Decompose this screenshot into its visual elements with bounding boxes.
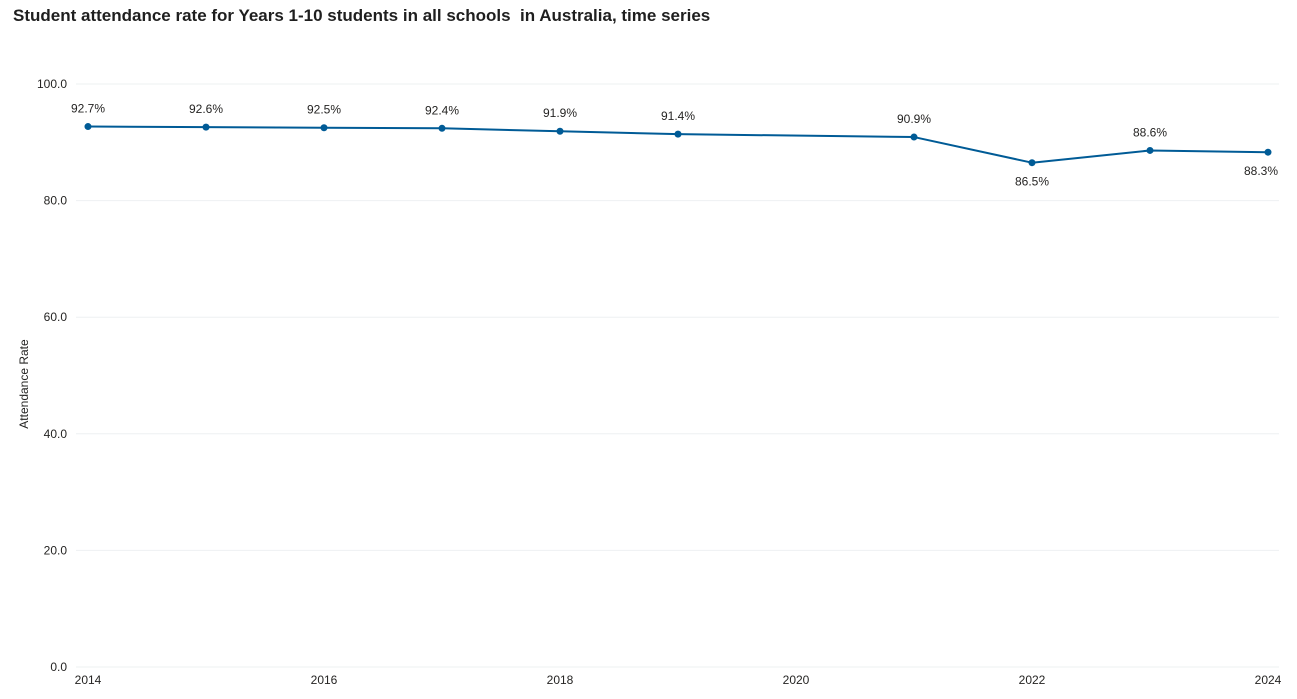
y-tick-label: 60.0 [44,310,68,324]
data-point[interactable] [910,133,918,141]
x-tick-label: 2024 [1255,673,1282,687]
data-point[interactable] [202,123,210,131]
y-axis-title: Attendance Rate [17,339,31,429]
data-label: 91.9% [543,106,577,120]
data-label: 88.3% [1244,164,1278,178]
data-label: 91.4% [661,109,695,123]
x-tick-label: 2022 [1019,673,1046,687]
y-tick-label: 100.0 [37,77,67,91]
x-tick-label: 2020 [783,673,810,687]
chart-title: Student attendance rate for Years 1-10 s… [13,6,711,25]
x-tick-label: 2014 [75,673,102,687]
x-axis: 2014 2016 2018 2020 2022 2024 [75,673,1282,687]
y-tick-label: 40.0 [44,427,68,441]
data-label: 86.5% [1015,175,1049,189]
data-label: 92.6% [189,102,223,116]
y-tick-label: 0.0 [50,660,67,674]
gridlines [76,83,1279,668]
y-tick-label: 80.0 [44,194,68,208]
x-tick-label: 2018 [547,673,574,687]
data-point[interactable] [1028,159,1036,167]
y-axis: 0.0 20.0 40.0 60.0 80.0 100.0 [37,77,67,674]
data-label: 90.9% [897,112,931,126]
data-label: 88.6% [1133,125,1167,139]
data-point[interactable] [84,123,92,131]
series-line [87,125,1269,164]
data-label: 92.5% [307,103,341,117]
data-point[interactable] [438,124,446,132]
data-labels: 92.7% 92.6% 92.5% 92.4% 91.9% 91.4% 90.9% 86.5%… [71,102,1278,189]
series [84,123,1272,167]
x-tick-label: 2016 [311,673,338,687]
data-point[interactable] [320,124,328,132]
data-label: 92.4% [425,103,459,117]
data-point[interactable] [556,127,564,135]
y-tick-label: 20.0 [44,543,68,557]
data-point[interactable] [1146,146,1154,154]
data-label: 92.7% [71,102,105,116]
data-point[interactable] [674,130,682,138]
data-point[interactable] [1264,148,1272,156]
